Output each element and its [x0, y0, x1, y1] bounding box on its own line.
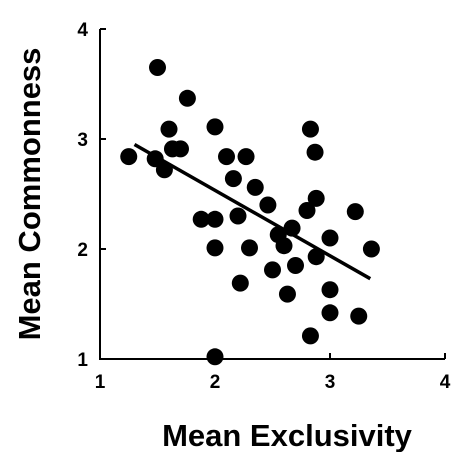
data-point-15 — [224, 170, 242, 188]
x-tick-label-1: 1 — [95, 372, 106, 393]
data-point-10 — [206, 118, 224, 136]
data-point-11 — [206, 210, 224, 228]
x-tick-label-2: 2 — [210, 372, 221, 393]
data-point-16 — [229, 207, 247, 225]
y-tick-label-2: 2 — [77, 240, 88, 261]
ticks — [99, 28, 446, 360]
data-point-36 — [321, 304, 339, 322]
data-points — [120, 59, 380, 366]
data-point-12 — [206, 239, 224, 257]
x-axis-title: Mean Exclusivity — [162, 418, 413, 452]
trendline-group — [133, 142, 372, 281]
data-point-7 — [172, 140, 189, 158]
data-point-2 — [149, 59, 166, 76]
y-tick-label-3: 3 — [77, 130, 88, 151]
y-axis-title: Mean Commonness — [12, 48, 47, 341]
data-point-5 — [160, 120, 178, 138]
data-point-37 — [346, 203, 364, 221]
x-tick-label-4: 4 — [440, 372, 451, 393]
data-point-32 — [307, 189, 325, 207]
data-point-34 — [321, 229, 339, 247]
data-point-25 — [278, 285, 296, 303]
data-point-35 — [321, 281, 339, 299]
data-point-20 — [246, 178, 264, 196]
x-tick-label-3: 3 — [325, 372, 336, 393]
data-point-1 — [120, 148, 138, 166]
data-point-17 — [231, 274, 249, 292]
data-point-14 — [218, 148, 235, 166]
data-point-27 — [287, 257, 304, 274]
data-point-33 — [307, 248, 325, 266]
data-point-21 — [259, 196, 277, 214]
data-point-24 — [275, 237, 293, 255]
data-point-28 — [298, 202, 316, 219]
data-point-19 — [241, 239, 258, 257]
data-point-8 — [178, 89, 196, 107]
data-point-39 — [362, 240, 380, 258]
data-point-29 — [301, 120, 319, 138]
y-tick-label-4: 4 — [77, 20, 88, 41]
axes — [99, 29, 445, 360]
data-point-22 — [264, 261, 281, 279]
data-point-18 — [237, 148, 255, 166]
trendline — [133, 142, 372, 281]
y-tick-label-1: 1 — [77, 350, 88, 371]
data-point-38 — [350, 307, 368, 325]
data-point-13 — [206, 348, 224, 366]
tick-labels: 1 2 3 4 1 2 3 4 — [77, 20, 450, 393]
data-point-31 — [306, 143, 324, 161]
data-point-9 — [192, 210, 210, 228]
data-point-30 — [301, 327, 319, 345]
